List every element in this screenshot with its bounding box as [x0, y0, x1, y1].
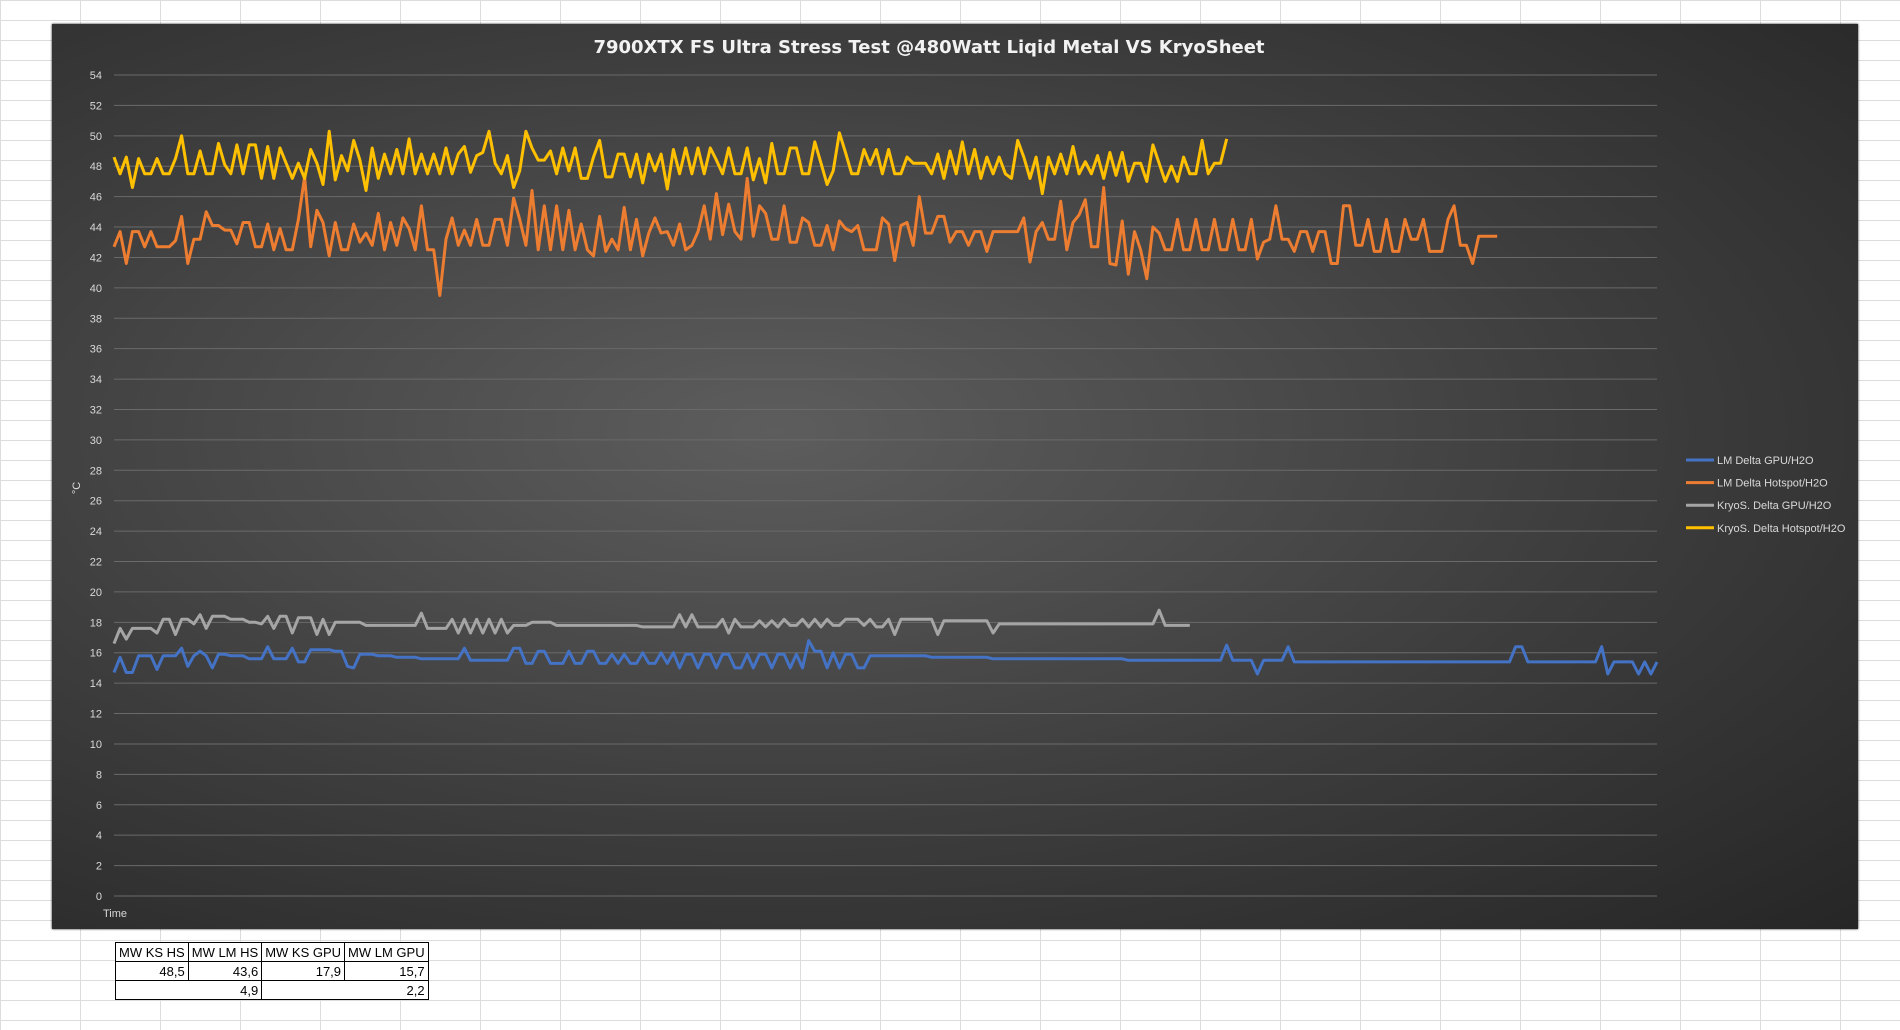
y-tick-label: 16 — [90, 648, 102, 660]
y-tick-label: 50 — [90, 131, 102, 143]
y-axis-ticks: 0246810121416182022242628303234363840424… — [90, 70, 102, 903]
y-tick-label: 6 — [96, 800, 102, 812]
chart-title: 7900XTX FS Ultra Stress Test @480Watt Li… — [593, 37, 1264, 58]
y-tick-label: 40 — [90, 283, 102, 295]
y-tick-label: 48 — [90, 161, 102, 173]
y-tick-label: 30 — [90, 435, 102, 447]
line-chart: 7900XTX FS Ultra Stress Test @480Watt Li… — [71, 37, 1846, 920]
legend-entry-3[interactable]: KryoS. Delta Hotspot/H2O — [1717, 523, 1846, 535]
y-axis-label: °C — [71, 482, 83, 494]
y-tick-label: 38 — [90, 313, 102, 325]
series-line-2[interactable] — [112, 608, 1190, 645]
header-mw-ks-gpu[interactable]: MW KS GPU — [261, 942, 346, 962]
y-tick-label: 28 — [90, 465, 102, 477]
difference-gpu[interactable]: 2,2 — [261, 980, 429, 1000]
y-tick-label: 44 — [90, 222, 102, 234]
difference-hotspot[interactable]: 4,9 — [114, 980, 263, 1000]
y-tick-label: 8 — [96, 769, 102, 781]
x-axis-label: Time — [103, 908, 127, 920]
gridlines — [114, 74, 1657, 897]
summary-difference-row: 4,9 2,2 — [114, 980, 429, 1000]
y-tick-label: 18 — [90, 617, 102, 629]
y-tick-label: 36 — [90, 344, 102, 356]
legend-entry-1[interactable]: LM Delta Hotspot/H2O — [1717, 478, 1828, 490]
summary-header-row: MW KS HS MW LM HS MW KS GPU MW LM GPU — [115, 942, 429, 962]
chart-area[interactable]: 7900XTX FS Ultra Stress Test @480Watt Li… — [52, 24, 1858, 929]
value-mw-ks-gpu[interactable]: 17,9 — [261, 961, 346, 981]
y-tick-label: 24 — [90, 526, 102, 538]
summary-values-row: 48,5 43,6 17,9 15,7 — [115, 961, 429, 981]
value-mw-lm-gpu[interactable]: 15,7 — [344, 961, 429, 981]
y-tick-label: 26 — [90, 496, 102, 508]
y-tick-label: 42 — [90, 252, 102, 264]
y-tick-label: 54 — [90, 70, 102, 82]
y-tick-label: 4 — [96, 830, 102, 842]
series-lines — [112, 129, 1659, 676]
y-tick-label: 0 — [96, 891, 102, 903]
series-line-0[interactable] — [112, 639, 1659, 676]
header-mw-ks-hs[interactable]: MW KS HS — [115, 942, 189, 962]
series-line-3[interactable] — [112, 129, 1229, 196]
legend: LM Delta GPU/H2O LM Delta Hotspot/H2O Kryo… — [1686, 455, 1846, 535]
y-tick-label: 32 — [90, 404, 102, 416]
y-tick-label: 14 — [90, 678, 102, 690]
y-tick-label: 46 — [90, 192, 102, 204]
summary-table: MW KS HS MW LM HS MW KS GPU MW LM GPU 48… — [114, 942, 429, 1000]
y-tick-label: 52 — [90, 100, 102, 112]
y-tick-label: 34 — [90, 374, 102, 386]
y-tick-label: 22 — [90, 557, 102, 569]
value-mw-lm-hs[interactable]: 43,6 — [187, 961, 263, 981]
y-tick-label: 20 — [90, 587, 102, 599]
header-mw-lm-gpu[interactable]: MW LM GPU — [344, 942, 429, 962]
y-tick-label: 12 — [90, 709, 102, 721]
value-mw-ks-hs[interactable]: 48,5 — [115, 961, 189, 981]
series-line-1[interactable] — [112, 175, 1498, 297]
y-tick-label: 10 — [90, 739, 102, 751]
legend-entry-2[interactable]: KryoS. Delta GPU/H2O — [1717, 500, 1832, 512]
header-mw-lm-hs[interactable]: MW LM HS — [187, 942, 263, 962]
legend-entry-0[interactable]: LM Delta GPU/H2O — [1717, 455, 1814, 467]
y-tick-label: 2 — [96, 861, 102, 873]
